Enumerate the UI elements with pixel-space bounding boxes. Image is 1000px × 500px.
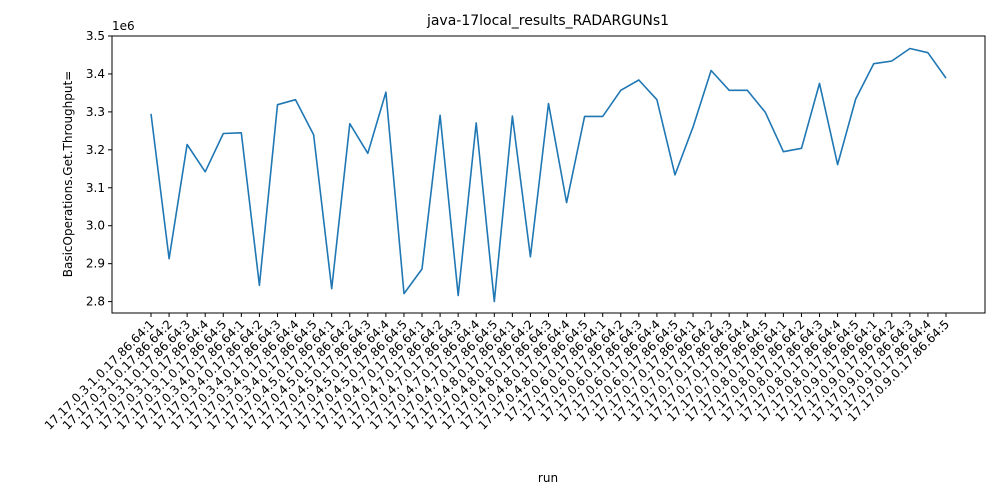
series-line (150, 47, 947, 303)
y-tick-label: 3.3 (86, 105, 105, 119)
data-points (150, 48, 947, 302)
y-tick-label: 3.5 (86, 29, 105, 43)
y-axis-label: BasicOperations.Get.Throughput= (61, 71, 75, 278)
y-axis-ticks: 2.8 2.9 3.0 3.1 3.2 3.3 3.4 3.5 (86, 29, 112, 309)
x-axis-ticks: 17.17.0.3.1.0.17.86.64:117.17.0.3.1.0.17… (42, 313, 952, 433)
y-offset-label: 1e6 (112, 19, 135, 33)
y-tick-label: 2.8 (86, 295, 105, 309)
plot-frame (111, 35, 986, 314)
x-axis-label: run (538, 471, 558, 485)
y-tick-label: 2.9 (86, 257, 105, 271)
y-tick-label: 3.1 (86, 181, 105, 195)
y-tick-label: 3.4 (86, 67, 105, 81)
y-tick-label: 3.2 (86, 143, 105, 157)
chart-title: java-17local_results_RADARGUNs1 (426, 13, 669, 29)
y-tick-label: 3.0 (86, 219, 105, 233)
